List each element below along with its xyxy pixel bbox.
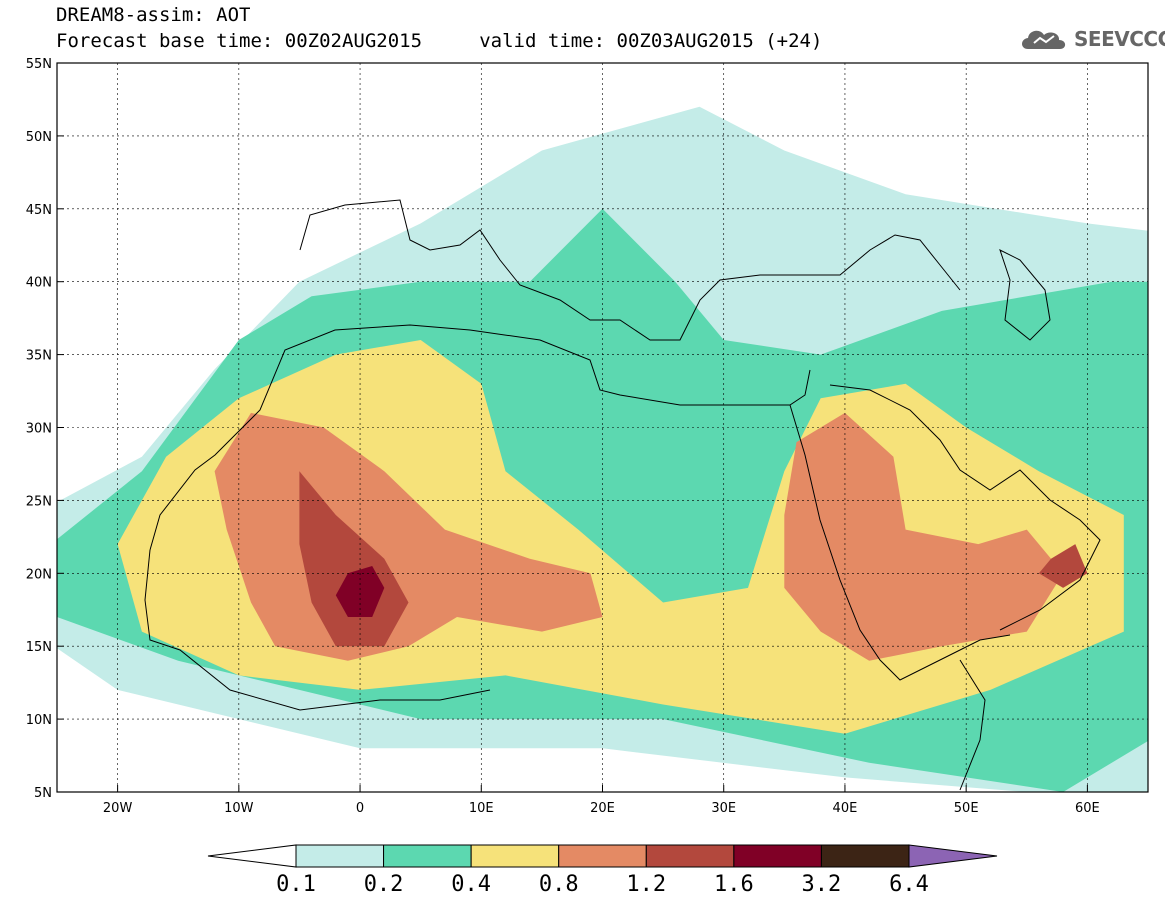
x-tick-label: 20E xyxy=(590,801,615,816)
coastline-north-africa xyxy=(149,324,811,551)
aot-region-7 xyxy=(335,566,385,617)
coastline-red-sea xyxy=(789,404,1011,681)
grid-layer xyxy=(57,63,1148,792)
y-tick-label: 20N xyxy=(26,567,52,582)
aot-region-4 xyxy=(784,412,1064,661)
coastline-west-africa xyxy=(144,549,491,711)
y-tick-label: 25N xyxy=(26,494,52,509)
x-tick-label: 50E xyxy=(954,801,979,816)
y-tick-label: 40N xyxy=(26,276,52,291)
x-tick-label: 30E xyxy=(711,801,736,816)
y-tick-label: 50N xyxy=(26,130,52,145)
y-tick-label: 5N xyxy=(34,786,52,801)
y-tick-label: 55N xyxy=(26,57,52,72)
y-tick-label: 15N xyxy=(26,640,52,655)
x-tick-label: 20W xyxy=(103,801,133,816)
x-tick-label: 10E xyxy=(469,801,494,816)
coastline-europe xyxy=(299,199,961,341)
coastline-caspian xyxy=(999,249,1051,341)
map-title: DREAM8-assim: AOT xyxy=(56,4,251,26)
cloud-icon xyxy=(1022,30,1066,49)
x-tick-label: 10W xyxy=(224,801,254,816)
aot-region-6 xyxy=(1038,544,1088,588)
y-tick-label: 10N xyxy=(26,713,52,728)
seevccc-logo: SEEVCCC xyxy=(1018,24,1165,54)
aot-region-5 xyxy=(299,471,409,647)
coastline-arabia xyxy=(829,384,1101,631)
x-tick-label: 0 xyxy=(356,801,364,816)
coastline-layer xyxy=(144,199,1101,791)
forecast-time-line: Forecast base time: 00Z02AUG2015 valid t… xyxy=(56,30,823,52)
x-tick-label: 60E xyxy=(1075,801,1100,816)
coastline-horn xyxy=(959,659,986,791)
y-tick-label: 35N xyxy=(26,349,52,364)
y-axis-ticks: 55N 50N 45N 40N 35N 30N 25N 20N 15N 10N 5N xyxy=(26,57,64,801)
y-tick-label: 45N xyxy=(26,203,52,218)
x-axis-ticks: 20W 10W 0 10E 20E 30E 40E 50E 60E xyxy=(103,785,1100,816)
y-tick-label: 30N xyxy=(26,422,52,437)
logo-text: SEEVCCC xyxy=(1074,27,1165,51)
x-tick-label: 40E xyxy=(833,801,858,816)
